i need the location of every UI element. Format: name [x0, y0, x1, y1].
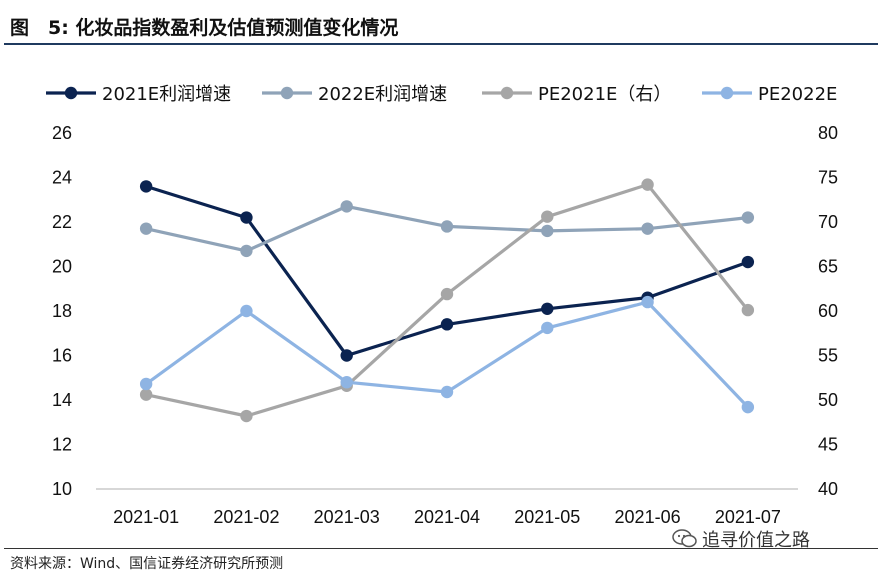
- data-point: [541, 321, 554, 335]
- data-point: [440, 220, 454, 233]
- data-point: [240, 409, 253, 423]
- footer-divider: [4, 548, 878, 549]
- x-tick-label: 2021-05: [514, 507, 580, 527]
- x-tick-label: 2021-03: [314, 507, 380, 527]
- data-point: [541, 224, 554, 238]
- source-note: 资料来源：Wind、国信证券经济研究所预测: [10, 556, 284, 572]
- y-right-tick-label: 45: [818, 435, 838, 455]
- data-point: [741, 211, 755, 224]
- legend-marker: [64, 86, 78, 100]
- data-point: [741, 255, 755, 269]
- legend-marker: [720, 86, 734, 100]
- figure-header: 图 5: 化妆品指数盈利及估值预测值变化情况: [0, 0, 881, 45]
- y-right-tick-label: 80: [818, 123, 838, 143]
- y-left-tick-label: 24: [52, 168, 72, 188]
- y-left-tick-label: 18: [52, 301, 72, 321]
- header-divider: [4, 43, 878, 45]
- data-point: [340, 376, 353, 389]
- y-left-tick-label: 20: [52, 257, 72, 277]
- data-point: [541, 302, 554, 315]
- data-point: [440, 287, 454, 301]
- x-tick-label: 2021-06: [615, 507, 681, 527]
- line-chart: 10 12 14 16 18 20 22 24 26 40 45 50 55 60 65 70 75 80 2021…: [46, 84, 838, 527]
- data-point: [340, 349, 353, 362]
- y-right-tick-label: 70: [818, 212, 838, 232]
- y-left-tick-label: 14: [52, 390, 72, 410]
- legend-label: 2022E利润增速: [318, 84, 447, 105]
- data-point: [641, 178, 654, 191]
- data-point: [139, 222, 153, 235]
- y-right-tick-label: 75: [818, 168, 838, 188]
- watermark-text: 追寻价值之路: [702, 530, 810, 551]
- figure-title: 图 5: 化妆品指数盈利及估值预测值变化情况: [10, 17, 399, 39]
- data-point: [240, 304, 253, 318]
- y-right-tick-label: 60: [818, 301, 838, 321]
- data-point: [139, 180, 153, 193]
- data-point: [440, 318, 454, 331]
- wechat-icon: [672, 529, 697, 548]
- data-point: [541, 210, 554, 223]
- data-point: [240, 244, 253, 258]
- data-point: [139, 377, 153, 391]
- y-left-tick-label: 22: [52, 212, 72, 232]
- y-right-tick-label: 50: [818, 390, 838, 410]
- data-point: [641, 295, 654, 309]
- watermark: 追寻价值之路: [672, 526, 810, 552]
- legend-marker: [280, 86, 294, 100]
- y-right-tick-label: 40: [818, 479, 838, 499]
- x-tick-label: 2021-02: [213, 507, 279, 527]
- data-point: [741, 400, 755, 414]
- legend-label: 2021E利润增速: [102, 84, 231, 105]
- legend-marker: [500, 86, 514, 100]
- data-point: [240, 211, 253, 224]
- series-line-3: [145, 183, 750, 418]
- data-point: [741, 303, 755, 317]
- legend-label: PE2022E: [758, 84, 837, 105]
- y-left-tick-label: 10: [52, 479, 72, 499]
- y-left-tick-label: 12: [52, 435, 72, 455]
- data-point: [641, 222, 654, 235]
- data-point: [139, 388, 153, 401]
- y-right-tick-label: 65: [818, 257, 838, 277]
- y-left-tick-label: 16: [52, 346, 72, 366]
- data-point: [440, 385, 454, 399]
- x-tick-label: 2021-07: [715, 507, 781, 527]
- legend-label: PE2021E（右）: [538, 84, 671, 105]
- x-tick-label: 2021-04: [414, 507, 480, 527]
- x-tick-label: 2021-01: [113, 507, 179, 527]
- y-right-tick-label: 55: [818, 346, 838, 366]
- data-point: [340, 200, 353, 213]
- y-left-tick-label: 26: [52, 123, 72, 143]
